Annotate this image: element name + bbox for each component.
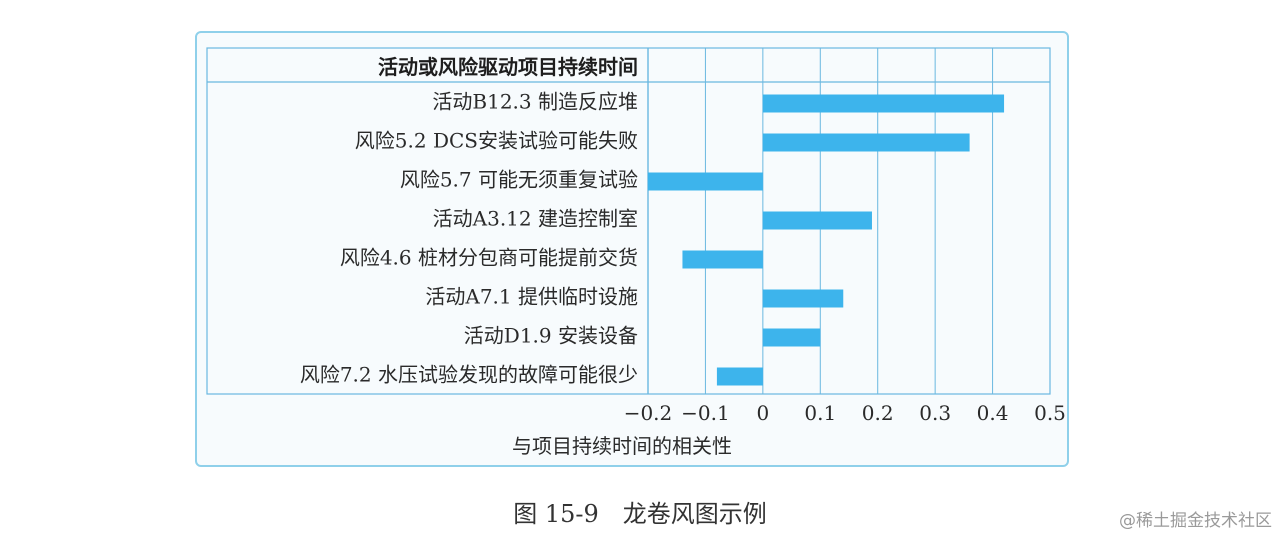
category-label: 活动B12.3 制造反应堆 — [432, 90, 638, 114]
category-label: 风险5.2 DCS安装试验可能失败 — [355, 129, 638, 153]
watermark: @稀土掘金技术社区 — [1119, 511, 1272, 531]
bar — [716, 367, 763, 386]
x-tick-labels: −0.2 −0.1 0 0.1 0.2 0.3 0.4 0.5 — [624, 401, 1066, 425]
figure-caption: 图 15-9 龙卷风图示例 — [513, 500, 767, 528]
x-axis-title: 与项目持续时间的相关性 — [512, 434, 732, 458]
bar — [762, 211, 872, 230]
bar — [762, 328, 821, 347]
category-label: 风险4.6 桩材分包商可能提前交货 — [340, 246, 638, 270]
bar — [762, 94, 1005, 113]
x-tick-label: 0.5 — [1034, 401, 1066, 425]
bars — [648, 94, 1005, 386]
x-tick-label: 0.4 — [977, 401, 1009, 425]
x-tick-label: −0.2 — [624, 401, 673, 425]
table-header: 活动或风险驱动项目持续时间 — [378, 55, 638, 79]
x-tick-label: −0.1 — [681, 401, 730, 425]
x-tick-label: 0.1 — [804, 401, 836, 425]
category-label: 活动D1.9 安装设备 — [464, 324, 638, 348]
category-label: 风险5.7 可能无须重复试验 — [400, 168, 638, 192]
x-tick-label: 0.3 — [919, 401, 951, 425]
bar — [762, 289, 844, 308]
bar — [762, 133, 970, 152]
category-label: 活动A3.12 建造控制室 — [433, 207, 638, 231]
x-tick-label: 0 — [756, 401, 769, 425]
category-label: 活动A7.1 提供临时设施 — [425, 285, 638, 309]
category-label: 风险7.2 水压试验发现的故障可能很少 — [300, 363, 638, 387]
bar — [648, 172, 763, 191]
x-tick-label: 0.2 — [862, 401, 894, 425]
bar — [682, 250, 763, 269]
chart-frame: 活动B12.3 制造反应堆风险5.2 DCS安装试验可能失败风险5.7 可能无须… — [195, 31, 1069, 467]
